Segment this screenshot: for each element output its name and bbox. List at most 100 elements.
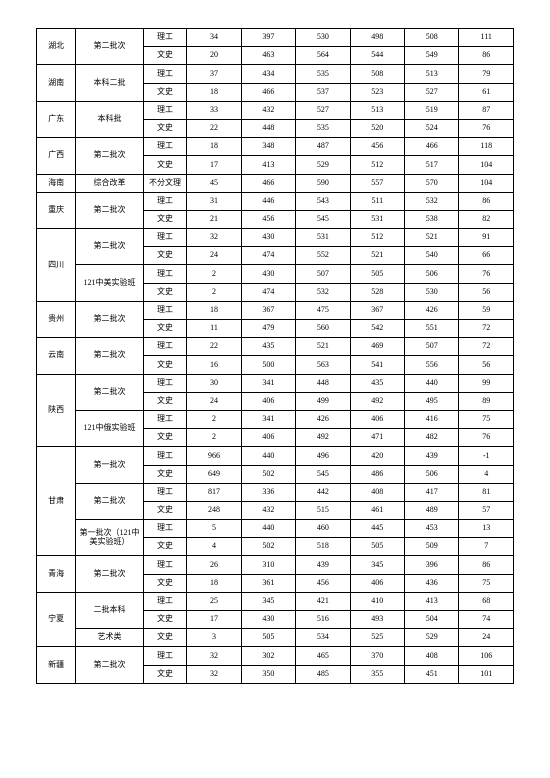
n1-cell: 17 [187,156,241,174]
n3-cell: 535 [296,65,350,83]
n3-cell: 563 [296,356,350,374]
type-cell: 文史 [143,320,187,338]
n6-cell: 24 [459,629,514,647]
n1-cell: 25 [187,592,241,610]
n1-cell: 33 [187,101,241,119]
n5-cell: 507 [405,338,459,356]
n2-cell: 348 [241,138,295,156]
n4-cell: 523 [350,83,404,101]
n4-cell: 557 [350,174,404,192]
n2-cell: 440 [241,447,295,465]
table-row: 湖北第二批次理工34397530498508111 [37,29,514,47]
n5-cell: 551 [405,320,459,338]
n3-cell: 421 [296,592,350,610]
n6-cell: 118 [459,138,514,156]
n6-cell: 59 [459,301,514,319]
province-cell: 陕西 [37,374,76,447]
n2-cell: 432 [241,101,295,119]
n4-cell: 410 [350,592,404,610]
type-cell: 理工 [143,338,187,356]
n5-cell: 530 [405,283,459,301]
n3-cell: 535 [296,119,350,137]
n4-cell: 486 [350,465,404,483]
n2-cell: 500 [241,356,295,374]
n1-cell: 11 [187,320,241,338]
n4-cell: 456 [350,138,404,156]
n2-cell: 434 [241,65,295,83]
table-row: 121中美实验班理工243050750550676 [37,265,514,283]
n1-cell: 817 [187,483,241,501]
n2-cell: 345 [241,592,295,610]
n3-cell: 485 [296,665,350,683]
n4-cell: 461 [350,501,404,519]
type-cell: 文史 [143,392,187,410]
n6-cell: 86 [459,556,514,574]
type-cell: 文史 [143,247,187,265]
type-cell: 文史 [143,538,187,556]
type-cell: 文史 [143,574,187,592]
n1-cell: 4 [187,538,241,556]
n5-cell: 466 [405,138,459,156]
n3-cell: 537 [296,83,350,101]
type-cell: 文史 [143,283,187,301]
n2-cell: 440 [241,520,295,538]
n2-cell: 341 [241,374,295,392]
n2-cell: 406 [241,392,295,410]
batch-cell: 第二批次 [76,229,144,265]
n2-cell: 432 [241,501,295,519]
type-cell: 文史 [143,429,187,447]
n5-cell: 538 [405,210,459,228]
n4-cell: 505 [350,265,404,283]
n5-cell: 482 [405,429,459,447]
batch-cell: 第二批次 [76,192,144,228]
n4-cell: 511 [350,192,404,210]
n3-cell: 560 [296,320,350,338]
n2-cell: 413 [241,156,295,174]
n2-cell: 302 [241,647,295,665]
n1-cell: 24 [187,247,241,265]
n2-cell: 430 [241,611,295,629]
n2-cell: 430 [241,229,295,247]
n5-cell: 540 [405,247,459,265]
batch-cell: 综合改革 [76,174,144,192]
n3-cell: 552 [296,247,350,265]
n1-cell: 2 [187,265,241,283]
table-row: 广西第二批次理工18348487456466118 [37,138,514,156]
n5-cell: 570 [405,174,459,192]
n4-cell: 531 [350,210,404,228]
n4-cell: 498 [350,29,404,47]
n4-cell: 542 [350,320,404,338]
n6-cell: 86 [459,192,514,210]
batch-cell: 第二批次 [76,138,144,174]
n1-cell: 21 [187,210,241,228]
n2-cell: 361 [241,574,295,592]
n3-cell: 439 [296,556,350,574]
table-row: 重庆第二批次理工3144654351153286 [37,192,514,210]
province-cell: 云南 [37,338,76,374]
table-row: 121中俄实验班理工234142640641675 [37,410,514,428]
n5-cell: 532 [405,192,459,210]
type-cell: 理工 [143,192,187,210]
n1-cell: 26 [187,556,241,574]
n1-cell: 18 [187,138,241,156]
n5-cell: 517 [405,156,459,174]
n2-cell: 406 [241,429,295,447]
type-cell: 理工 [143,447,187,465]
n6-cell: 106 [459,647,514,665]
type-cell: 理工 [143,374,187,392]
n6-cell: 76 [459,429,514,447]
table-row: 新疆第二批次理工32302465370408106 [37,647,514,665]
n4-cell: 406 [350,410,404,428]
n5-cell: 408 [405,647,459,665]
n3-cell: 456 [296,574,350,592]
table-row: 贵州第二批次理工1836747536742659 [37,301,514,319]
n3-cell: 534 [296,629,350,647]
n5-cell: 417 [405,483,459,501]
n1-cell: 2 [187,429,241,447]
batch-cell: 第二批次 [76,556,144,592]
n4-cell: 469 [350,338,404,356]
n6-cell: 74 [459,611,514,629]
n1-cell: 2 [187,410,241,428]
table-row: 青海第二批次理工2631043934539686 [37,556,514,574]
n6-cell: 91 [459,229,514,247]
